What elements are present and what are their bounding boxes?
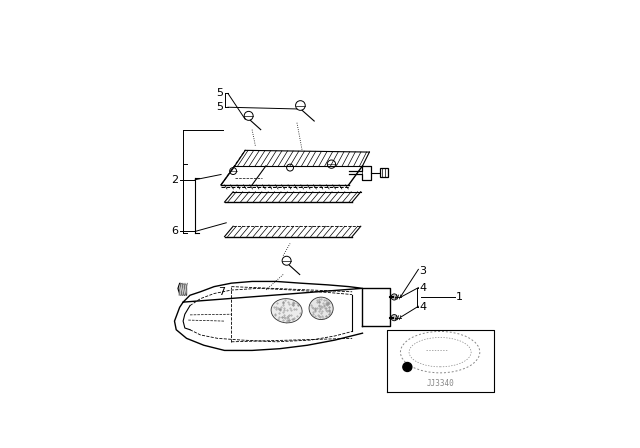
Text: 4: 4 — [419, 302, 426, 312]
Ellipse shape — [271, 299, 302, 323]
Text: 3: 3 — [419, 266, 426, 276]
Text: 1: 1 — [456, 292, 463, 302]
Circle shape — [391, 314, 397, 321]
Text: JJ3340: JJ3340 — [426, 379, 454, 388]
Text: 4: 4 — [419, 283, 426, 293]
Circle shape — [403, 362, 412, 371]
Text: 2: 2 — [171, 175, 178, 185]
Polygon shape — [178, 283, 187, 295]
Text: 5: 5 — [216, 102, 223, 112]
Ellipse shape — [309, 297, 333, 319]
Text: 6: 6 — [171, 226, 178, 237]
Text: 7: 7 — [218, 287, 225, 297]
Circle shape — [391, 294, 397, 300]
Text: 5: 5 — [216, 88, 223, 99]
